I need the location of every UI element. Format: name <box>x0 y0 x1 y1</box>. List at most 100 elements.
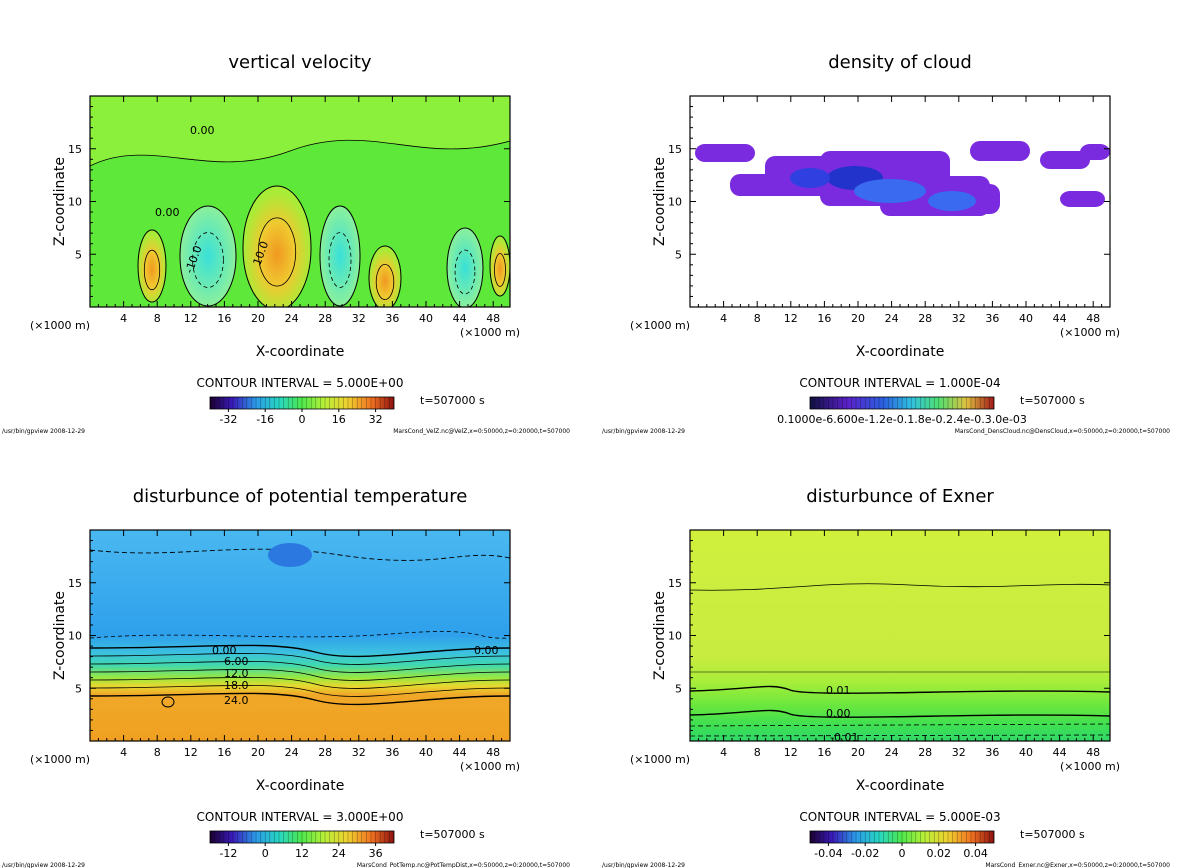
x-tick-label: 44 <box>453 746 467 759</box>
contour-line <box>494 253 506 287</box>
velocity-cell <box>446 227 484 307</box>
contour-line <box>454 249 476 295</box>
colorbar-tick-label: -0.04 <box>814 847 842 860</box>
contour-line <box>690 734 1110 737</box>
x-tick-label: 12 <box>784 312 798 325</box>
colorbar-tick-label: 0.1000e-6.600e-1.2e-0.1.8e-0.2.4e-0.3.0e… <box>777 413 1027 426</box>
footer-left: /usr/bin/gpview 2008-12-29 <box>602 862 685 868</box>
colorbar-tick-label: 12 <box>295 847 309 860</box>
contour-interval: CONTOUR INTERVAL = 5.000E-03 <box>799 810 1000 824</box>
upper-field-band <box>90 96 510 167</box>
x-tick-label: 36 <box>385 312 399 325</box>
x-tick-label: 12 <box>784 746 798 759</box>
x-tick-label: 40 <box>1019 746 1033 759</box>
colorbar-tick-label: 32 <box>369 413 383 426</box>
cloud-core <box>928 191 976 211</box>
colorbar-tick-label: 0.04 <box>963 847 988 860</box>
x-tick-label: 40 <box>1019 312 1033 325</box>
contour-label: 0.00 <box>212 644 237 657</box>
x-tick-label: 32 <box>352 312 366 325</box>
plot-field <box>690 96 1110 307</box>
x-tick-label: 40 <box>419 312 433 325</box>
contour-line <box>90 676 510 689</box>
contour-line <box>90 684 510 697</box>
contour-interval: CONTOUR INTERVAL = 1.000E-04 <box>799 376 1000 390</box>
y-tick-label: 15 <box>68 577 82 590</box>
contour-label: 6.00 <box>224 655 249 668</box>
x-tick-label: 20 <box>851 312 865 325</box>
x-axis-label: X-coordinate <box>256 778 345 794</box>
x-tick-label: 20 <box>851 746 865 759</box>
colorbar-tick-label: -0.02 <box>851 847 879 860</box>
contour-label: 12.0 <box>224 667 249 680</box>
contour-interval: CONTOUR INTERVAL = 3.000E+00 <box>197 810 404 824</box>
x-unit-left: (×1000 m) <box>630 753 690 766</box>
x-tick-label: 48 <box>486 312 500 325</box>
y-tick-label: 5 <box>75 248 82 261</box>
contour-line <box>90 692 510 706</box>
colorbar-tick-label: 24 <box>332 847 346 860</box>
footer-left: /usr/bin/gpview 2008-12-29 <box>602 428 685 435</box>
colorbar-tick-label: 36 <box>369 847 383 860</box>
velocity-cell <box>242 185 312 307</box>
y-tick-label: 10 <box>668 630 682 643</box>
field-background <box>690 530 1110 741</box>
velocity-cell <box>368 245 402 307</box>
y-tick-label: 15 <box>668 577 682 590</box>
x-unit-right: (×1000 m) <box>1060 760 1120 773</box>
footer-left: /usr/bin/gpview 2008-12-29 <box>2 428 85 435</box>
cloud-region <box>695 144 755 162</box>
footer-right: MarsCond_PotTemp.nc@PotTempDist,x=0:5000… <box>357 862 570 868</box>
colorbar-tick-label: -12 <box>219 847 237 860</box>
y-axis-label: Z-coordinate <box>652 157 668 246</box>
chart-title: disturbunce of potential temperature <box>133 486 468 507</box>
x-tick-label: 32 <box>352 746 366 759</box>
y-axis-label: Z-coordinate <box>52 591 68 680</box>
footer-right: MarsCond_DensCloud.nc@DensCloud,x=0:5000… <box>955 428 1170 435</box>
x-tick-label: 8 <box>754 312 761 325</box>
x-axis-label: X-coordinate <box>856 778 945 794</box>
cloud-region <box>1040 151 1090 169</box>
x-unit-right: (×1000 m) <box>460 326 520 339</box>
x-tick-label: 16 <box>217 312 231 325</box>
x-tick-label: 28 <box>318 312 332 325</box>
x-tick-label: 16 <box>817 746 831 759</box>
x-tick-label: 8 <box>154 312 161 325</box>
y-axis-label: Z-coordinate <box>652 591 668 680</box>
velocity-cell <box>137 229 167 303</box>
x-tick-label: 24 <box>885 746 899 759</box>
x-unit-left: (×1000 m) <box>30 753 90 766</box>
colorbar-tick-label: 16 <box>332 413 346 426</box>
contour-line <box>328 232 352 288</box>
colorbar-tick-label: -32 <box>219 413 237 426</box>
x-tick-label: 40 <box>419 746 433 759</box>
contour-line <box>143 249 161 291</box>
contour-interval: CONTOUR INTERVAL = 5.000E+00 <box>197 376 404 390</box>
contour-label: 0.00 <box>826 707 851 720</box>
footer-right: MarsCond_Exner.nc@Exner,x=0:50000,z=0:20… <box>985 862 1170 868</box>
contour-line <box>90 631 510 639</box>
colorbar-tick-label: 0.02 <box>927 847 952 860</box>
x-tick-label: 36 <box>385 746 399 759</box>
cloud-core <box>854 179 926 203</box>
x-tick-label: 16 <box>217 746 231 759</box>
chart-title: vertical velocity <box>228 52 372 73</box>
x-tick-label: 12 <box>184 312 198 325</box>
time-label: t=507000 s <box>420 828 485 841</box>
contour-line <box>90 652 510 665</box>
footer-right: MarsCond_VelZ.nc@VelZ,x=0:50000,z=0:2000… <box>393 428 570 435</box>
cloud-core <box>790 168 830 188</box>
x-tick-label: 8 <box>754 746 761 759</box>
time-label: t=507000 s <box>1020 828 1085 841</box>
colorbar-tick-label: 0 <box>262 847 269 860</box>
y-tick-label: 5 <box>75 682 82 695</box>
x-tick-label: 24 <box>285 312 299 325</box>
contour-line <box>161 696 175 708</box>
x-unit-left: (×1000 m) <box>630 319 690 332</box>
x-unit-right: (×1000 m) <box>1060 326 1120 339</box>
x-axis-label: X-coordinate <box>256 344 345 360</box>
x-tick-label: 36 <box>985 312 999 325</box>
x-tick-label: 28 <box>918 746 932 759</box>
x-tick-label: 32 <box>952 312 966 325</box>
